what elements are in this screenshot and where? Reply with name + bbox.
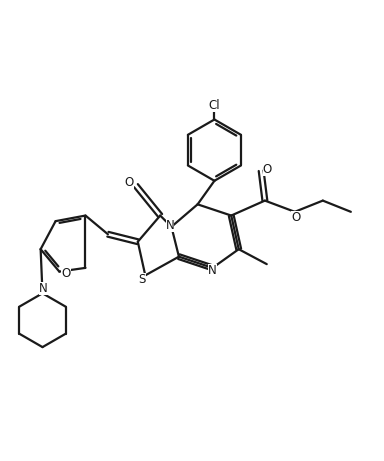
Text: N: N: [39, 282, 48, 296]
Text: O: O: [124, 176, 134, 189]
Text: Cl: Cl: [209, 99, 220, 112]
Text: O: O: [291, 211, 300, 224]
Text: O: O: [61, 267, 71, 280]
Text: S: S: [139, 273, 146, 286]
Text: O: O: [263, 163, 272, 176]
Text: N: N: [166, 219, 174, 232]
Text: N: N: [208, 264, 217, 278]
